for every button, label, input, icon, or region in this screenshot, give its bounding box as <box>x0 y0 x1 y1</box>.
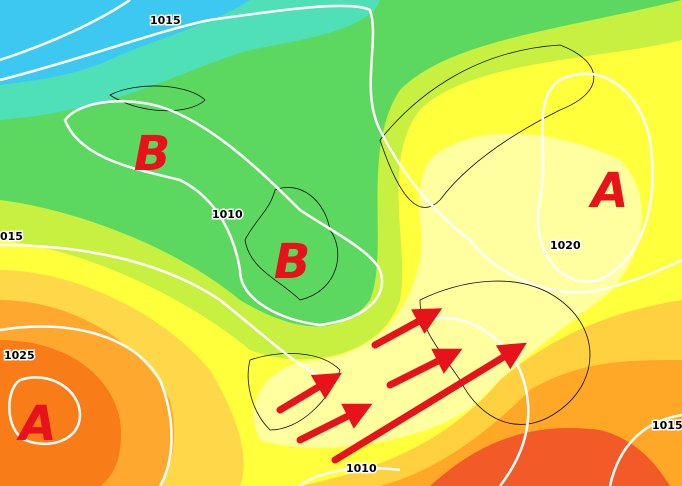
coastline <box>244 187 339 301</box>
isobar-label: 1025 <box>4 349 35 362</box>
isobar <box>608 413 682 486</box>
coastline <box>247 353 341 431</box>
wind-arrow <box>371 308 443 349</box>
isobar <box>0 243 331 382</box>
band-paleyellow <box>253 133 642 448</box>
isobar-label: 1015 <box>150 14 181 27</box>
isobar <box>0 325 173 486</box>
wind-arrow <box>296 403 373 444</box>
isobar <box>536 72 654 283</box>
band-red <box>430 428 670 486</box>
coastline <box>109 85 206 112</box>
isobar-label: 1010 <box>212 208 243 221</box>
isobar-label: 1020 <box>550 239 581 252</box>
isobar-label: 1015 <box>652 419 682 432</box>
isobar <box>8 376 82 445</box>
isobar <box>0 4 682 294</box>
low-center: B <box>274 234 311 290</box>
high-center: A <box>587 163 628 219</box>
low-center: B <box>134 126 171 182</box>
isobar-label: 1010 <box>346 462 377 475</box>
isobar <box>0 0 131 62</box>
wind-arrow <box>276 372 343 414</box>
isobar-label: 015 <box>0 230 23 243</box>
isobar <box>399 316 530 486</box>
wind-arrow <box>331 342 527 464</box>
isobar <box>63 100 384 327</box>
wind-arrows <box>276 308 527 464</box>
high-center: A <box>15 396 56 452</box>
wind-arrow <box>386 348 463 389</box>
coastline <box>379 44 595 208</box>
isobar <box>299 466 401 486</box>
